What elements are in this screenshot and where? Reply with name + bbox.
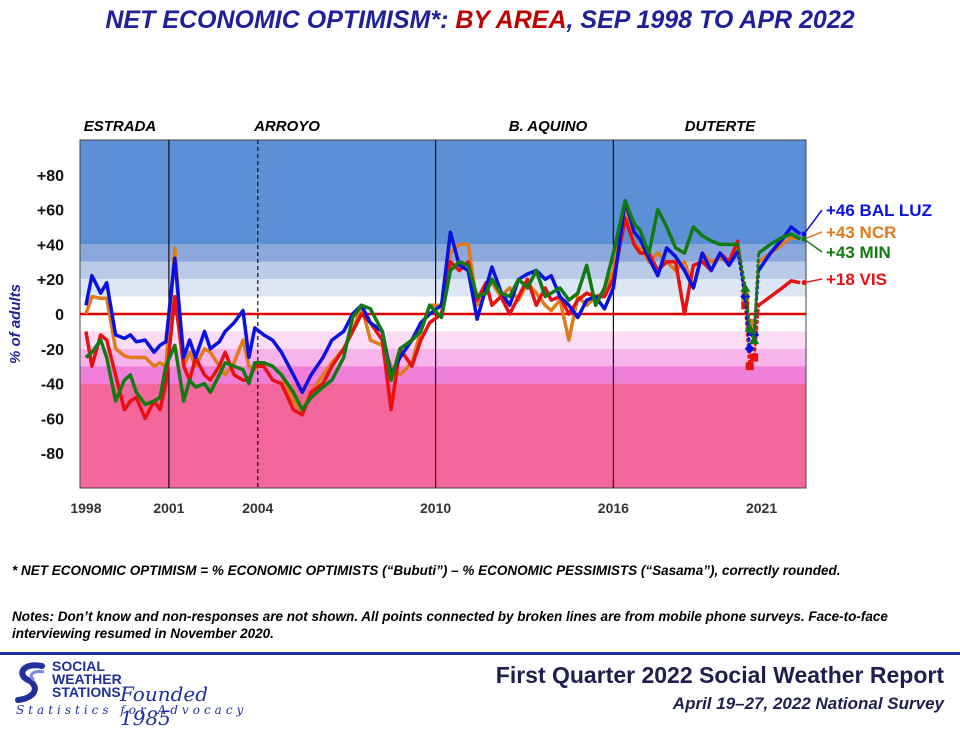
org-line-3: STATIONS	[52, 684, 121, 700]
end-label-arrowhead-min	[801, 236, 807, 242]
y-tick-label-4: 0	[55, 307, 64, 324]
title-part-1: NET ECONOMIC OPTIMISM*:	[105, 6, 449, 34]
title-part-3: , SEP 1998 TO APR 2022	[566, 6, 855, 34]
survey-dates: April 19–27, 2022 National Survey	[672, 694, 944, 713]
x-tick-label-4: 2016	[598, 500, 629, 516]
y-tick-label-5: -20	[41, 342, 64, 359]
series-mobile-marker-min-0	[740, 282, 751, 292]
end-label-leader-vis	[803, 278, 823, 284]
end-label-leader-min	[803, 238, 823, 253]
series-mobile-marker-bal-luz-1	[744, 343, 755, 354]
end-label-vis: +18 VIS	[826, 270, 887, 289]
sws-swirl-icon	[15, 662, 45, 703]
series-mobile-marker-min-2	[749, 335, 760, 345]
end-label-bal-luz: +46 BAL LUZ	[826, 201, 932, 220]
background-band-7	[80, 366, 806, 384]
y-axis-title: % of adults	[7, 284, 24, 364]
report-title: First Quarter 2022 Social Weather Report	[495, 662, 944, 688]
series-recent-line-vis	[757, 279, 801, 307]
notes-footnote: Notes: Don’t know and non-responses are …	[12, 609, 888, 641]
series-line-min	[84, 199, 738, 412]
background-band-1	[80, 244, 806, 262]
end-label-arrowhead-bal-luz	[801, 231, 807, 237]
background-band-2	[80, 261, 806, 280]
series-mobile-marker-vis-2	[750, 353, 759, 362]
footer-rule	[0, 652, 960, 655]
y-tick-label-1: +60	[37, 203, 64, 220]
administration-label-0: ESTRADA	[84, 118, 157, 135]
tagline: Statistics for Advocacy	[16, 703, 248, 717]
y-tick-label-7: -60	[41, 411, 64, 428]
y-tick-label-8: -80	[41, 446, 64, 463]
administration-label-3: DUTERTE	[685, 118, 757, 135]
y-tick-label-6: -40	[41, 377, 64, 394]
sws-logo: SOCIAL WEATHER STATIONS Founded 1985 Sta…	[12, 658, 252, 730]
x-tick-label-1: 2001	[153, 500, 184, 516]
net-economic-optimism-chart: ESTRADA ARROYO B. AQUINO DUTERTE +80 +60 +40 +2…	[7, 118, 932, 516]
y-tick-label-0: +80	[37, 168, 64, 185]
chart-title: NET ECONOMIC OPTIMISM*: BY AREA, SEP 199…	[0, 6, 960, 35]
background-band-0	[80, 140, 806, 245]
sws-wordmark: SOCIAL WEATHER STATIONS	[52, 658, 122, 700]
y-tick-label-2: +40	[37, 237, 64, 254]
x-tick-label-0: 1998	[70, 500, 101, 516]
y-tick-label-3: +20	[37, 272, 64, 289]
series-mobile-marker-min-1	[744, 322, 755, 332]
background-band-8	[80, 383, 806, 488]
administration-label-2: B. AQUINO	[509, 118, 588, 135]
administration-label-1: ARROYO	[253, 118, 320, 135]
org-line-1: SOCIAL	[52, 658, 105, 674]
end-label-leader-bal-luz	[803, 209, 823, 235]
background-band-5	[80, 331, 806, 349]
series-recent-line-min	[757, 232, 801, 255]
end-label-arrowhead-vis	[801, 280, 807, 286]
end-label-ncr: +43 NCR	[826, 223, 896, 242]
end-label-leader-ncr	[803, 231, 823, 240]
x-tick-label-2: 2004	[242, 500, 273, 516]
title-part-2: BY AREA	[455, 6, 567, 34]
definition-footnote: * NET ECONOMIC OPTIMISM = % ECONOMIC OPT…	[12, 563, 841, 578]
x-tick-label-5: 2021	[746, 500, 777, 516]
org-line-2: WEATHER	[52, 671, 122, 687]
x-tick-label-3: 2010	[420, 500, 451, 516]
end-label-min: +43 MIN	[826, 243, 891, 262]
series-mobile-marker-vis-1	[745, 362, 754, 371]
